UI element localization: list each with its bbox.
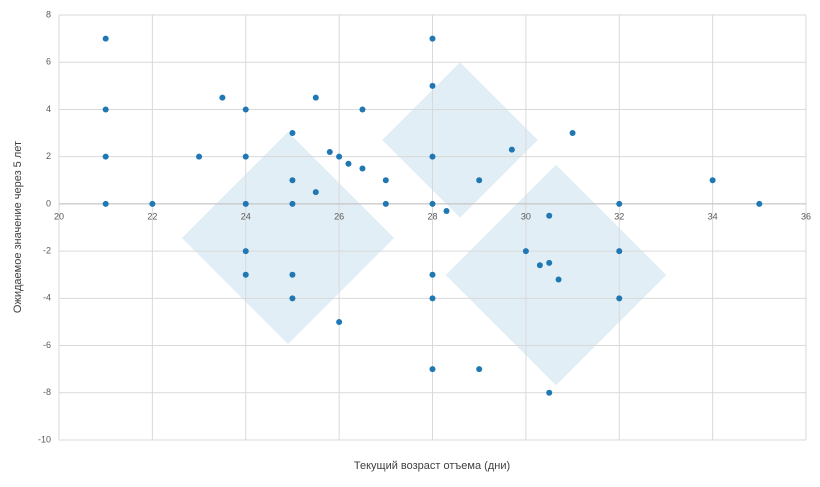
point [429, 153, 436, 160]
point [616, 295, 623, 302]
point [429, 82, 436, 89]
x-axis-title: Текущий возраст отъема (дни) [354, 460, 510, 472]
y-tick-label: -2 [43, 245, 51, 255]
point [476, 177, 483, 184]
point [312, 189, 319, 196]
point [102, 200, 109, 207]
point [102, 153, 109, 160]
point [196, 153, 203, 160]
point [616, 200, 623, 207]
point [289, 271, 296, 278]
point [242, 153, 249, 160]
point [336, 153, 343, 160]
point [709, 177, 716, 184]
point [546, 212, 553, 219]
point [429, 200, 436, 207]
point [242, 271, 249, 278]
point [289, 295, 296, 302]
point [508, 146, 515, 153]
watermark-shape [382, 62, 538, 218]
y-tick-label: -6 [43, 340, 51, 350]
x-tick-label: 22 [147, 211, 157, 221]
x-tick-label: 36 [801, 211, 811, 221]
point [546, 259, 553, 266]
point [429, 271, 436, 278]
point [102, 106, 109, 113]
y-axis-title: Ожидаемое значение через 5 лет [12, 141, 24, 313]
point [546, 389, 553, 396]
point [359, 165, 366, 172]
y-tick-label: 8 [46, 9, 51, 19]
y-tick-label: -4 [43, 293, 51, 303]
y-tick-label: -10 [38, 434, 51, 444]
point [102, 35, 109, 42]
point [756, 200, 763, 207]
point [242, 248, 249, 255]
point [382, 200, 389, 207]
x-tick-label: 30 [521, 211, 531, 221]
point [443, 207, 450, 214]
point [289, 200, 296, 207]
watermark-shape [181, 131, 395, 345]
point [149, 200, 156, 207]
x-tick-label: 32 [614, 211, 624, 221]
y-tick-label: 2 [46, 151, 51, 161]
point [429, 366, 436, 373]
point [326, 148, 333, 155]
point [522, 248, 529, 255]
point [382, 177, 389, 184]
point [345, 160, 352, 167]
y-tick-label: 4 [46, 104, 51, 114]
watermark [181, 62, 667, 386]
point [429, 35, 436, 42]
y-tick-label: -8 [43, 387, 51, 397]
point [289, 177, 296, 184]
point [242, 106, 249, 113]
y-tick-label: 6 [46, 57, 51, 67]
x-tick-label: 24 [241, 211, 251, 221]
point [616, 248, 623, 255]
point [476, 366, 483, 373]
x-tick-label: 34 [708, 211, 718, 221]
point [242, 200, 249, 207]
point [289, 130, 296, 137]
point [429, 295, 436, 302]
x-tick-label: 28 [427, 211, 437, 221]
point [536, 262, 543, 269]
x-tick-label: 20 [54, 211, 64, 221]
point [555, 276, 562, 283]
point [336, 318, 343, 325]
point [569, 130, 576, 137]
y-tick-label: 0 [46, 198, 51, 208]
point [219, 94, 226, 101]
point [312, 94, 319, 101]
x-tick-label: 26 [334, 211, 344, 221]
point [359, 106, 366, 113]
